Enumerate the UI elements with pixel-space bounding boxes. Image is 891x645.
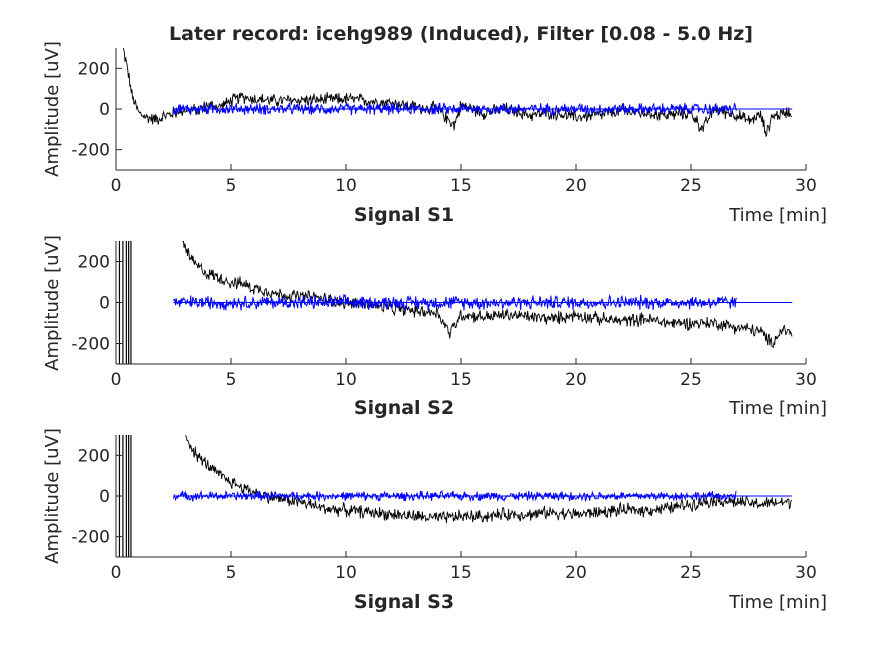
x-tick-label-s3-0: 0: [111, 563, 122, 583]
figure-title: Later record: icehg989 (Induced), Filter…: [169, 23, 753, 45]
x-tick-label-s2-15: 15: [450, 370, 472, 390]
ylabel-s2: Amplitude [uV]: [42, 235, 63, 371]
panel-title-s3: Signal S3: [354, 591, 454, 613]
x-tick-label-s3-25: 25: [680, 563, 702, 583]
xlabel-s2: Time [min]: [728, 398, 827, 419]
xlabel-s1: Time [min]: [728, 205, 827, 226]
x-tick-label-s1-30: 30: [795, 176, 817, 196]
x-tick-label-s3-20: 20: [565, 563, 587, 583]
y-tick-label-s1--200: -200: [71, 141, 110, 161]
ylabel-s1: Amplitude [uV]: [42, 41, 63, 177]
x-tick-label-s2-20: 20: [565, 370, 587, 390]
y-tick-label-s2-0: 0: [99, 294, 110, 314]
y-tick-label-s2--200: -200: [71, 335, 110, 355]
x-tick-label-s3-10: 10: [335, 563, 357, 583]
x-tick-label-s3-30: 30: [795, 563, 817, 583]
traces-s3: [118, 435, 793, 557]
x-tick-label-s1-20: 20: [565, 176, 587, 196]
xlabel-s3: Time [min]: [728, 592, 827, 613]
x-tick-label-s1-0: 0: [111, 176, 122, 196]
series-s3-raw: [185, 435, 792, 524]
x-tick-label-s2-0: 0: [111, 370, 122, 390]
series-s1-raw: [122, 48, 792, 137]
x-tick-label-s2-5: 5: [226, 370, 237, 390]
x-tick-label-s2-10: 10: [335, 370, 357, 390]
series-s2-filtered: [173, 293, 737, 311]
y-tick-label-s1-200: 200: [78, 59, 110, 79]
y-tick-label-s3--200: -200: [71, 528, 110, 548]
x-tick-label-s2-30: 30: [795, 370, 817, 390]
y-tick-label-s3-0: 0: [99, 487, 110, 507]
x-tick-label-s1-5: 5: [226, 176, 237, 196]
traces-s2: [118, 241, 793, 364]
series-s1-filtered: [173, 101, 737, 116]
x-tick-label-s2-25: 25: [680, 370, 702, 390]
x-tick-label-s1-10: 10: [335, 176, 357, 196]
series-s3-filtered: [173, 489, 737, 503]
y-tick-label-s1-0: 0: [99, 100, 110, 120]
y-tick-label-s3-200: 200: [78, 446, 110, 466]
x-tick-label-s3-15: 15: [450, 563, 472, 583]
panel-title-s1: Signal S1: [354, 204, 454, 226]
y-tick-label-s2-200: 200: [78, 253, 110, 273]
ylabel-s3: Amplitude [uV]: [42, 428, 63, 564]
panel-title-s2: Signal S2: [354, 397, 454, 419]
x-tick-label-s1-25: 25: [680, 176, 702, 196]
series-s2-raw: [182, 241, 793, 348]
x-tick-label-s3-5: 5: [226, 563, 237, 583]
x-tick-label-s1-15: 15: [450, 176, 472, 196]
traces-s1: [122, 48, 793, 137]
